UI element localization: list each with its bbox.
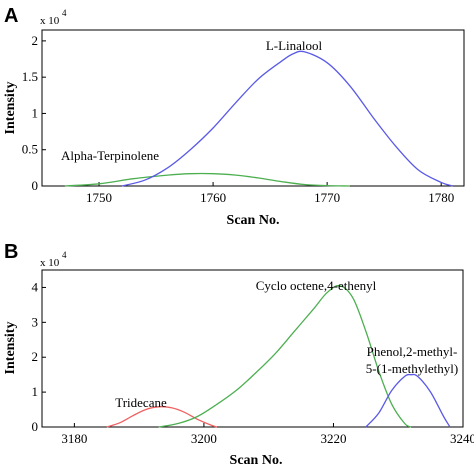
panel-b-letter: B — [4, 241, 18, 263]
panel-a-x-tick-label: 1780 — [428, 190, 454, 205]
panel-a-y-tick-label: 0 — [32, 178, 39, 193]
panel-b-y-tick-label: 1 — [32, 384, 39, 399]
panel-a-series-line-1 — [121, 50, 453, 187]
panel-b-x-tick-label: 3240 — [450, 431, 474, 446]
panel-b: B x 10 4 3180 3200 3220 3240 0 1 2 3 4 Intensity… — [3, 241, 474, 468]
panel-b-series-line-2 — [365, 373, 451, 428]
panel-b-y-tick-label: 0 — [32, 419, 39, 434]
panel-a-x-tick-label: 1750 — [86, 190, 112, 205]
panel-a-y-multiplier: x 10 — [40, 15, 60, 27]
panel-a-x-tick-label: 1760 — [200, 190, 226, 205]
panel-b-y-tick-label: 3 — [32, 314, 39, 329]
panel-a-y-multiplier-exponent: 4 — [62, 8, 67, 18]
panel-a: A x 10 4 1750 1760 1770 1780 0 0.5 1 1.5 2 Inten… — [3, 5, 465, 228]
panel-b-series-label-tridecane: Tridecane — [115, 395, 167, 410]
panel-b-series-line-0 — [106, 406, 218, 428]
panel-a-x-tick-label: 1770 — [314, 190, 340, 205]
panel-b-series-line-1 — [158, 284, 412, 428]
panel-b-x-tick-label: 3200 — [191, 431, 217, 446]
panel-b-x-axis-label: Scan No. — [230, 453, 283, 468]
panel-a-y-axis-label: Intensity — [3, 82, 18, 135]
panel-b-y-tick-label: 2 — [32, 349, 39, 364]
panel-b-y-multiplier: x 10 — [40, 257, 60, 269]
panel-b-x-tick-label: 3180 — [61, 431, 87, 446]
panel-a-series-line-0 — [64, 172, 350, 187]
panel-a-series-label-terpinolene: Alpha-Terpinolene — [61, 148, 159, 163]
panel-b-series-label-phenol-line2: 5-(1-methylethyl) — [366, 361, 458, 376]
panel-b-plot-frame — [41, 269, 464, 428]
panel-b-series-label-cyclooctene: Cyclo octene,4-ethenyl — [256, 278, 377, 293]
panel-b-x-tick-label: 3220 — [320, 431, 346, 446]
panel-b-y-axis-label: Intensity — [3, 322, 18, 375]
panel-b-y-multiplier-exponent: 4 — [62, 250, 67, 260]
panel-b-series-label-phenol-line1: Phenol,2-methyl- — [367, 344, 458, 359]
panel-a-x-axis-label: Scan No. — [227, 213, 280, 228]
panel-a-y-tick-label: 2 — [32, 33, 39, 48]
panel-a-plot-frame — [41, 29, 465, 187]
panel-a-y-tick-label: 1 — [32, 105, 39, 120]
panel-b-y-tick-label: 4 — [32, 279, 39, 294]
panel-a-letter: A — [4, 5, 18, 27]
panel-a-series-label-linalool: L-Linalool — [266, 38, 323, 53]
panel-a-y-tick-label: 0.5 — [22, 142, 38, 157]
panel-a-y-tick-label: 1.5 — [22, 69, 38, 84]
